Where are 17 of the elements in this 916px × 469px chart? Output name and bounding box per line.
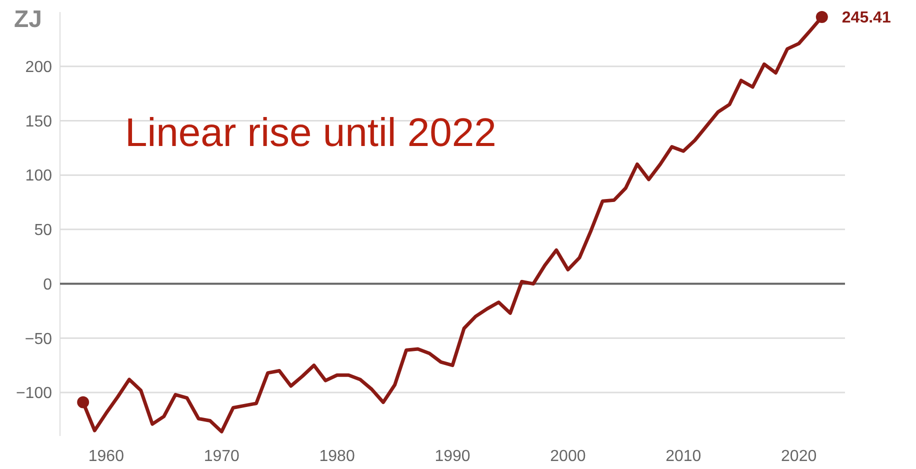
y-tick-label: 150 bbox=[25, 113, 52, 130]
y-tick-label: −50 bbox=[24, 330, 52, 348]
x-tick-label: 1990 bbox=[434, 448, 470, 465]
y-tick-label: −100 bbox=[16, 385, 52, 402]
annotation: Linear rise until 2022 bbox=[125, 111, 496, 155]
x-tick-label: 2010 bbox=[666, 448, 702, 465]
x-tick-label: 2020 bbox=[781, 448, 817, 465]
x-tick-label: 1970 bbox=[204, 448, 240, 465]
y-tick-label: 0 bbox=[43, 276, 52, 294]
y-tick-label: 50 bbox=[34, 222, 52, 240]
y-tick-label: 200 bbox=[25, 58, 52, 76]
x-tick-label: 1980 bbox=[319, 448, 355, 465]
y-axis-title: ZJ bbox=[14, 6, 42, 33]
data-label: 245.41 bbox=[842, 10, 891, 27]
x-tick-label: 1960 bbox=[88, 448, 124, 465]
y-tick-label: 100 bbox=[25, 168, 52, 185]
x-tick-label: 2000 bbox=[550, 448, 586, 465]
